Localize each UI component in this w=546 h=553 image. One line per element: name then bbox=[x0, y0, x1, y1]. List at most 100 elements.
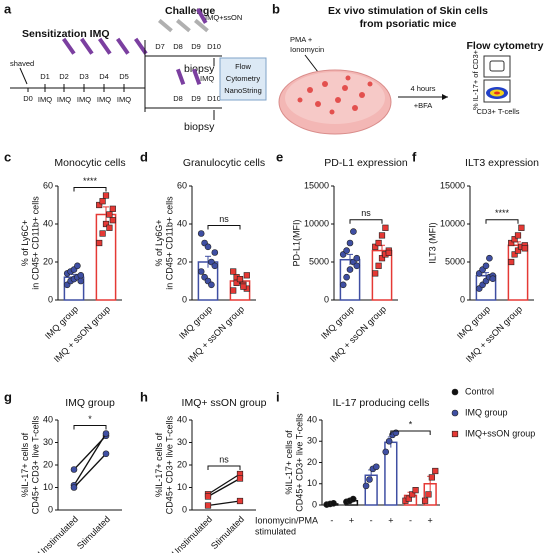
point bbox=[372, 463, 380, 471]
legend-label: Control bbox=[465, 386, 494, 396]
y-axis-label: PD-L1(MFI) bbox=[291, 219, 301, 266]
point bbox=[382, 224, 389, 231]
significance-bracket bbox=[207, 225, 241, 230]
y-axis-label: ILT3 (MFI) bbox=[427, 222, 437, 263]
x-tick-label: + bbox=[388, 515, 393, 525]
point bbox=[236, 475, 244, 482]
syringes bbox=[158, 18, 209, 33]
y-axis-label: %IL-17+ cells of bbox=[154, 432, 164, 497]
point bbox=[197, 230, 205, 237]
diagram-title: Sensitization IMQ bbox=[22, 28, 110, 40]
y-tick-label: 40 bbox=[43, 414, 53, 424]
axis-label: % IL-17+ of CD3+ bbox=[471, 49, 480, 110]
point bbox=[353, 254, 361, 262]
point bbox=[70, 466, 78, 473]
panel-letter: e bbox=[276, 149, 283, 164]
y-tick-label: 10 bbox=[177, 482, 187, 492]
point bbox=[236, 275, 244, 283]
point bbox=[77, 277, 85, 285]
y-tick-label: 60 bbox=[43, 180, 53, 190]
point bbox=[70, 484, 78, 491]
x-tick-label: IMQ + ssON group bbox=[186, 304, 246, 364]
flow-plot bbox=[483, 55, 511, 78]
point bbox=[96, 201, 103, 209]
day: D8 bbox=[173, 94, 183, 103]
point bbox=[486, 254, 493, 262]
day: D3 bbox=[79, 72, 89, 81]
point bbox=[102, 192, 110, 199]
gate bbox=[489, 60, 505, 72]
y-tick-label: 10000 bbox=[440, 218, 465, 228]
sample: biopsy bbox=[184, 121, 215, 133]
x-tick-label: IMQ + ssON group bbox=[464, 304, 524, 364]
x-tick-label: - bbox=[409, 515, 412, 525]
panel-letter: b bbox=[272, 1, 280, 16]
point bbox=[109, 205, 116, 212]
dose: IMQ bbox=[77, 95, 91, 104]
x-tick-label: + bbox=[428, 515, 433, 525]
point bbox=[421, 497, 429, 504]
panel-letter: h bbox=[140, 389, 148, 404]
x-tick-label: IMQ + ssON group bbox=[52, 304, 112, 364]
point bbox=[385, 437, 393, 445]
x-tick-label: + bbox=[349, 515, 354, 525]
density bbox=[494, 91, 500, 95]
day: D7 bbox=[155, 42, 165, 51]
significance-bracket bbox=[390, 430, 431, 435]
day: D0 bbox=[23, 94, 33, 103]
point bbox=[375, 239, 382, 247]
point bbox=[508, 239, 515, 247]
day: D4 bbox=[99, 72, 109, 81]
point bbox=[346, 266, 354, 273]
label: shaved bbox=[10, 59, 34, 68]
treatment: IMQ bbox=[200, 74, 214, 83]
significance-label: ns bbox=[219, 454, 229, 464]
point bbox=[211, 262, 219, 270]
point bbox=[96, 239, 103, 247]
pair-line bbox=[73, 453, 107, 488]
row-label: Ionomycin/PMA bbox=[255, 515, 318, 525]
point bbox=[366, 476, 373, 483]
chart-title: Granulocytic cells bbox=[183, 157, 265, 169]
point bbox=[375, 262, 382, 269]
y-tick-label: 10 bbox=[43, 482, 53, 492]
significance-bracket bbox=[349, 219, 383, 224]
readout: NanoString bbox=[224, 86, 262, 95]
point bbox=[518, 224, 525, 231]
pair-line bbox=[73, 433, 107, 486]
y-tick-label: 40 bbox=[177, 414, 187, 424]
point bbox=[109, 217, 116, 224]
y-axis-label: CD45+ CD3+ live T-cells bbox=[164, 415, 174, 514]
point bbox=[353, 262, 361, 270]
point bbox=[349, 495, 357, 503]
bar bbox=[95, 213, 117, 301]
significance-bracket bbox=[73, 425, 107, 430]
point bbox=[378, 232, 386, 239]
point bbox=[343, 273, 350, 281]
day: D9 bbox=[191, 94, 201, 103]
point bbox=[204, 493, 212, 500]
point bbox=[372, 243, 379, 250]
y-tick-label: 30 bbox=[43, 437, 53, 447]
day: D1 bbox=[40, 72, 50, 81]
y-tick-label: 0 bbox=[460, 294, 465, 304]
panel-letter: c bbox=[4, 149, 11, 164]
point bbox=[412, 487, 419, 494]
pair-line bbox=[207, 473, 241, 495]
point bbox=[382, 448, 390, 456]
panel-a: a Sensitization IMQ shaved D0 D1 D2 D3 D… bbox=[4, 1, 267, 133]
sample: biopsy bbox=[184, 63, 215, 75]
y-tick-label: 15000 bbox=[440, 180, 465, 190]
x-tick-label: Stimulated bbox=[209, 514, 246, 551]
duration: 4 hours bbox=[410, 84, 435, 93]
day: D10 bbox=[207, 94, 221, 103]
y-tick-label: 5000 bbox=[309, 256, 329, 266]
dose: IMQ bbox=[117, 95, 131, 104]
point bbox=[339, 281, 347, 289]
y-tick-label: 20 bbox=[177, 256, 187, 266]
dose: IMQ bbox=[38, 95, 52, 104]
day: D10 bbox=[207, 42, 221, 51]
point bbox=[204, 502, 212, 509]
point bbox=[106, 224, 113, 231]
